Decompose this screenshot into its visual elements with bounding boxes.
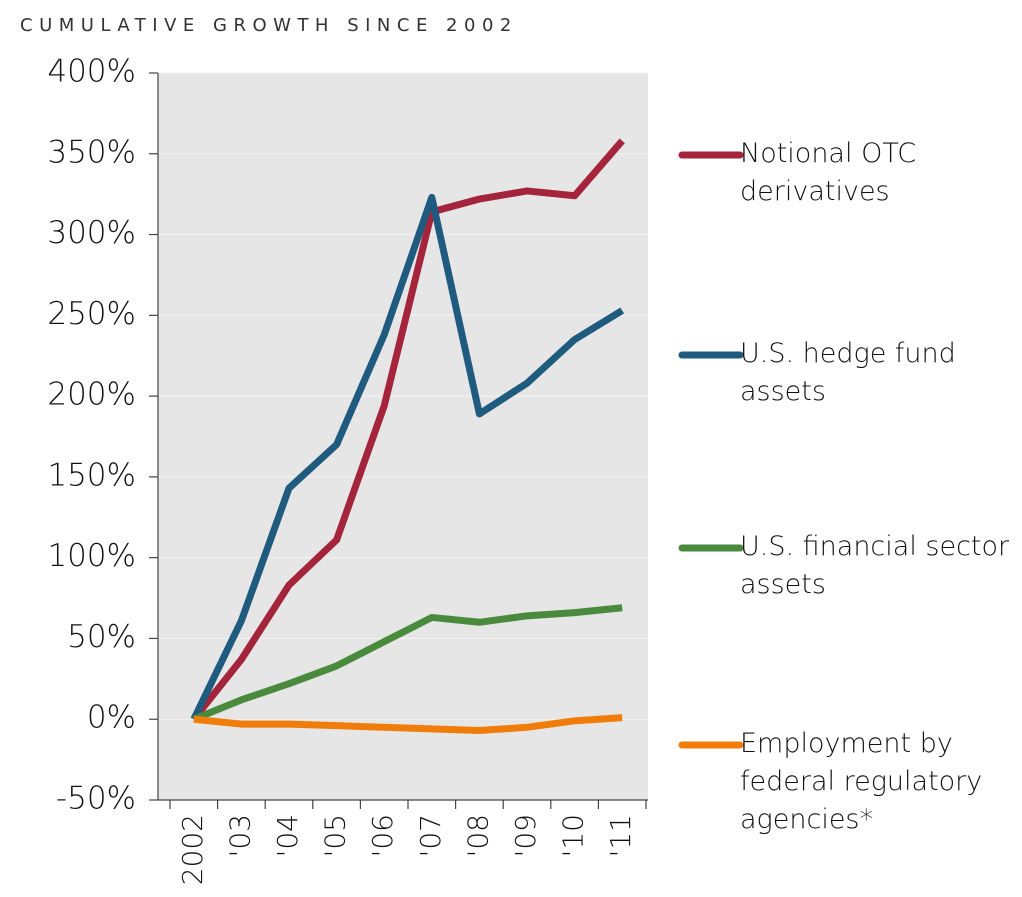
- y-tick-label: 100%: [47, 538, 136, 574]
- x-tick-label: '10: [557, 814, 590, 857]
- legend-label: U.S. hedge fund assets: [740, 338, 956, 407]
- y-tick-label: 250%: [47, 296, 136, 332]
- y-tick-label: 400%: [47, 54, 136, 90]
- y-tick-label: 50%: [67, 619, 136, 655]
- x-tick-label: '03: [223, 814, 256, 857]
- x-tick-label: '07: [414, 814, 447, 857]
- y-tick-label: 350%: [47, 134, 136, 170]
- plot-area: [158, 73, 648, 800]
- series-line: [192, 604, 623, 723]
- y-tick-label: 300%: [47, 215, 136, 251]
- y-tick-label: -50%: [56, 781, 136, 817]
- legend-label: Notional OTC derivatives: [740, 138, 917, 207]
- chart-title: CUMULATIVE GROWTH SINCE 2002: [20, 15, 518, 36]
- y-tick-label: 0%: [87, 700, 136, 736]
- x-tick-label: '05: [319, 814, 352, 857]
- x-tick-label: '11: [604, 814, 637, 857]
- series-line: [191, 138, 625, 722]
- x-tick-label: '06: [366, 814, 399, 857]
- x-tick-label: '04: [271, 814, 304, 857]
- legend-label: Employment by federal regulatory agencie…: [740, 728, 983, 835]
- x-tick-label: '08: [461, 814, 494, 857]
- x-tick-label: 2002: [176, 814, 209, 885]
- y-tick-label: 200%: [47, 377, 136, 413]
- x-tick-label: '09: [509, 814, 542, 857]
- y-tick-label: 150%: [47, 457, 136, 493]
- series-line: [190, 193, 625, 721]
- legend-label: U.S. financial sector assets: [740, 531, 1010, 600]
- series-line: [193, 714, 623, 735]
